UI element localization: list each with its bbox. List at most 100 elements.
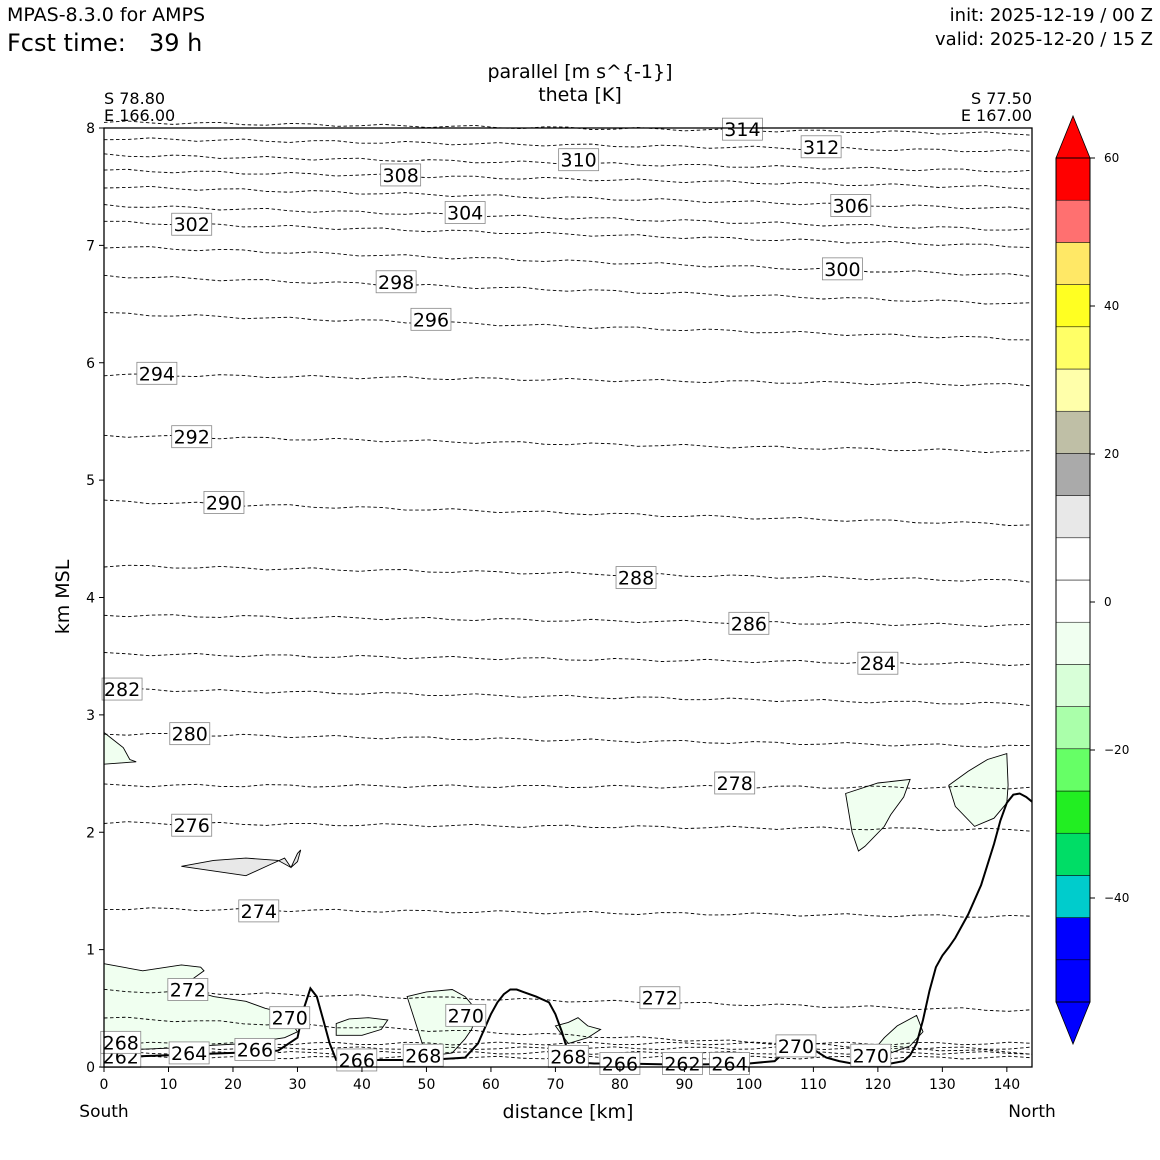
theta-label-266-0: 266 — [237, 1039, 273, 1061]
theta-label-286-0: 286 — [731, 613, 767, 635]
colorbar-under-arrow — [1055, 1001, 1091, 1046]
theta-label-272-1: 272 — [642, 988, 678, 1010]
theta-label-268-1: 268 — [405, 1045, 441, 1067]
left-lat: S 78.80 — [104, 89, 165, 108]
theta-label-box-270-1 — [445, 1003, 487, 1027]
theta-label-272-0: 272 — [170, 980, 206, 1002]
wind-region-0 — [103, 731, 137, 765]
theta-304 — [103, 204, 1033, 231]
theta-label-box-304-0 — [444, 201, 486, 224]
theta-label-box-284-0 — [857, 651, 899, 675]
cbar-tick-label-20: 20 — [1104, 447, 1119, 461]
theta-292 — [103, 434, 1033, 453]
theta-label-box-270-2 — [775, 1034, 817, 1058]
wind-region-1 — [181, 849, 302, 877]
colorbar-band-11 — [1055, 495, 1091, 539]
colorbar-over-arrow — [1055, 114, 1091, 159]
theta-294 — [103, 373, 1033, 387]
theta-272 — [103, 988, 1033, 1012]
y-tick-label-5: 5 — [86, 473, 95, 489]
y-tick-label-4: 4 — [86, 591, 95, 607]
y-tick-label-0: 0 — [86, 1060, 95, 1076]
cbar-tick-label--40: −40 — [1104, 891, 1129, 905]
theta-314 — [103, 120, 1033, 136]
x-tick-label-10: 10 — [160, 1077, 178, 1093]
theta-label-266-1: 266 — [339, 1050, 375, 1072]
theta-label-box-264-1 — [709, 1052, 750, 1075]
theta-label-box-274-0 — [238, 899, 280, 923]
theta-274 — [103, 907, 1033, 918]
theta-label-298-0: 298 — [378, 272, 414, 294]
theta-312 — [103, 137, 1033, 153]
cbar-tick-label-0: 0 — [1104, 595, 1112, 609]
theta-label-270-2: 270 — [778, 1036, 814, 1058]
x-tick-label-70: 70 — [547, 1077, 565, 1093]
colorbar-band-14 — [1055, 368, 1091, 412]
theta-label-box-296-0 — [410, 307, 452, 331]
theta-label-box-314-0 — [722, 117, 763, 141]
colorbar-band-17 — [1055, 242, 1091, 285]
theta-label-box-288-0 — [615, 566, 657, 589]
chart-title-2: theta [K] — [538, 84, 622, 106]
x-tick-label-60: 60 — [482, 1077, 500, 1093]
theta-276 — [103, 821, 1033, 832]
y-tick-label-1: 1 — [86, 943, 95, 959]
right-lat: S 77.50 — [971, 89, 1032, 108]
axes: 0 10 20 30 40 50 60 70 80 90 100 110 120 130 140 0 1 2 3 4 5… — [86, 121, 1020, 1093]
theta-label-300-0: 300 — [824, 259, 860, 281]
theta-label-268-2: 268 — [550, 1046, 586, 1068]
theta-label-270-0: 270 — [272, 1008, 308, 1030]
theta-288 — [103, 564, 1033, 583]
theta-label-box-302-0 — [171, 212, 213, 236]
theta-286 — [103, 614, 1033, 627]
x-tick-label-110: 110 — [800, 1077, 827, 1093]
theta-label-box-282-0 — [101, 677, 143, 701]
theta-label-box-308-0 — [380, 163, 422, 187]
y-tick-label-7: 7 — [86, 238, 95, 254]
colorbar-band-3 — [1055, 832, 1091, 876]
theta-label-280-0: 280 — [172, 724, 208, 746]
colorbar-band-16 — [1055, 284, 1091, 328]
plot-frame — [103, 127, 1033, 1068]
colorbar-band-5 — [1055, 748, 1091, 792]
theta-label-box-270-3 — [850, 1043, 892, 1067]
theta-label-box-298-0 — [375, 270, 417, 294]
theta-label-box-270-0 — [269, 1006, 311, 1030]
colorbar-band-13 — [1055, 410, 1091, 454]
theta-label-box-266-0 — [234, 1037, 276, 1061]
theta-label-box-294-0 — [136, 361, 178, 385]
x-axis-label: distance [km] — [503, 1101, 634, 1123]
theta-label-282-0: 282 — [104, 679, 140, 701]
x-tick-label-130: 130 — [929, 1077, 956, 1093]
theta-label-box-280-0 — [169, 722, 211, 746]
fcst-label: Fcst time: — [7, 29, 126, 57]
theta-278 — [103, 783, 1033, 790]
colorbar-band-6 — [1055, 706, 1091, 750]
y-tick-label-3: 3 — [86, 708, 95, 724]
x-tick-label-30: 30 — [289, 1077, 307, 1093]
theta-300 — [103, 246, 1033, 277]
theta-302 — [104, 220, 1033, 248]
theta-label-314-0: 314 — [724, 119, 760, 141]
north-label: North — [1008, 1102, 1056, 1122]
colorbar-band-4 — [1055, 790, 1091, 834]
theta-label-310-0: 310 — [561, 150, 597, 172]
fcst-value: 39 h — [149, 29, 203, 57]
theta-label-box-310-0 — [558, 148, 600, 172]
x-tick-label-140: 140 — [993, 1077, 1020, 1093]
theta-label-278-0: 278 — [717, 773, 753, 795]
cbar-tick-label-60: 60 — [1104, 151, 1119, 165]
south-label: South — [79, 1102, 128, 1122]
theta-label-290-0: 290 — [206, 492, 242, 514]
theta-label-262-1: 262 — [664, 1053, 700, 1075]
theta-label-302-0: 302 — [174, 214, 210, 236]
colorbar-band-8 — [1055, 621, 1091, 665]
theta-label-264-1: 264 — [711, 1053, 747, 1075]
theta-label-box-292-0 — [171, 425, 213, 449]
model-title: MPAS-8.3.0 for AMPS — [7, 4, 206, 26]
theta-label-box-290-0 — [203, 491, 245, 514]
theta-label-270-1: 270 — [448, 1005, 484, 1027]
theta-label-308-0: 308 — [383, 165, 419, 187]
